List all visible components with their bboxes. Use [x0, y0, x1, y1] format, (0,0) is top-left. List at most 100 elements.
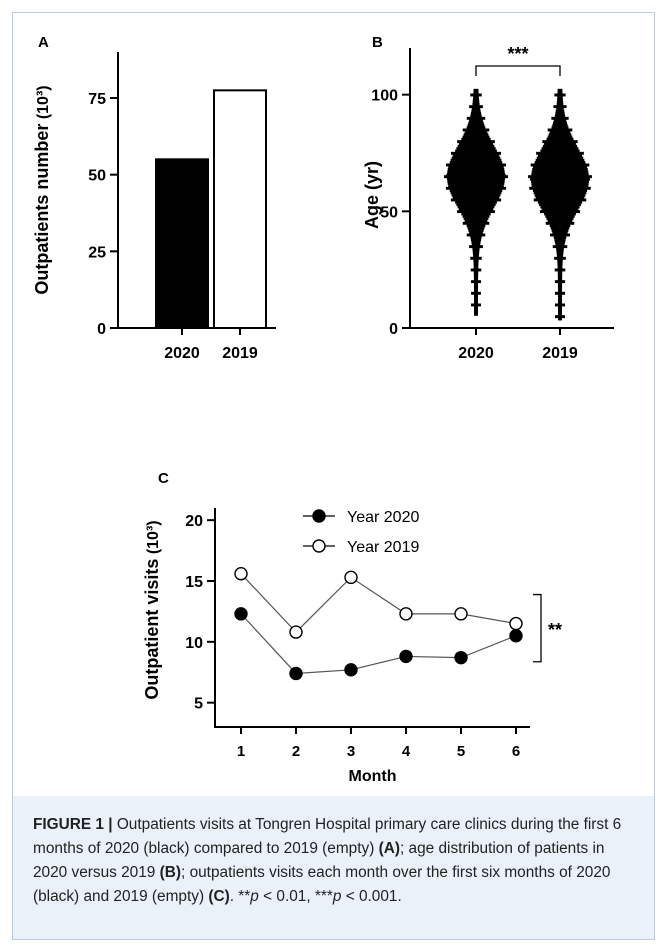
x-tick-label: 6: [512, 743, 520, 760]
age-dot-row: [536, 151, 584, 155]
data-point: [399, 607, 413, 621]
y-tick-label: 0: [389, 321, 398, 338]
age-dot-row: [557, 270, 563, 274]
caption-text: ; age distribution of patients in 2020 v…: [33, 840, 605, 881]
age-dot-row: [472, 249, 480, 253]
age-dot-row: [457, 140, 495, 144]
age-dot-row: [470, 112, 482, 116]
age-dot-row: [554, 268, 566, 272]
data-point: [234, 607, 248, 621]
x-tick-label: 2019: [222, 345, 258, 362]
data-point: [234, 567, 248, 581]
age-dot-row: [553, 235, 567, 239]
age-dot-row: [535, 196, 585, 200]
age-dot-row: [468, 228, 484, 232]
age-dot-row: [466, 116, 486, 120]
age-dot-row: [557, 310, 563, 314]
age-dot-row: [473, 289, 479, 293]
age-dot-row: [556, 100, 564, 104]
age-dot-row: [557, 266, 563, 270]
age-dot-row: [556, 102, 564, 106]
age-dot-row: [557, 284, 563, 288]
age-dot-row: [466, 126, 486, 130]
age-dot-row: [555, 242, 565, 246]
panel-label-a: A: [38, 34, 49, 51]
age-dot-row: [473, 273, 479, 277]
age-dot-row: [470, 238, 482, 242]
age-dot-row: [461, 212, 491, 216]
age-dot-row: [472, 100, 480, 104]
age-dot-row: [445, 163, 507, 167]
age-dot-row: [553, 121, 567, 125]
age-dot-row: [473, 308, 479, 312]
x-tick-label: 3: [347, 743, 355, 760]
age-dot-row: [472, 252, 480, 256]
age-dot-row: [452, 154, 500, 158]
panel-label-c: C: [158, 470, 169, 487]
age-dot-row: [549, 130, 571, 134]
age-dot-row: [467, 226, 485, 230]
age-dot-row: [469, 245, 483, 249]
age-dot-row: [554, 240, 566, 244]
age-dot-row: [548, 133, 572, 137]
age-dot-row: [455, 200, 497, 204]
age-dot-row: [470, 268, 482, 272]
age-dot-row: [469, 105, 483, 109]
data-point: [289, 625, 303, 639]
age-dot-row: [545, 221, 575, 225]
age-dot-row: [464, 219, 488, 223]
age-dot-row: [540, 149, 580, 153]
age-dot-row: [470, 235, 482, 239]
age-dot-row: [531, 179, 589, 183]
age-dot-row: [540, 205, 580, 209]
age-dot-row: [557, 305, 563, 309]
age-dot-row: [557, 95, 563, 99]
data-point: [344, 663, 358, 677]
age-dot-row: [551, 116, 569, 120]
caption-text: . **: [229, 888, 251, 905]
age-dot-row: [535, 158, 585, 162]
age-dot-row: [533, 198, 587, 202]
age-dot-row: [473, 287, 479, 291]
caption-text: ; outpatients visits each month over the…: [33, 864, 611, 905]
x-tick-label: 2: [292, 743, 300, 760]
y-tick-label: 0: [97, 321, 106, 338]
age-dot-row: [471, 107, 481, 111]
age-dot-row: [557, 273, 563, 277]
age-dot-row: [447, 172, 505, 176]
age-dot-row: [546, 137, 574, 141]
data-point: [399, 649, 413, 664]
age-dot-row: [451, 193, 501, 197]
age-dot-row: [541, 207, 579, 211]
age-dot-row: [473, 298, 479, 302]
panel-b: B 0 50 100 2020 2019 *** Age (yr): [362, 34, 614, 362]
significance-marker: **: [548, 620, 562, 640]
legend-marker: [312, 539, 326, 553]
legend-label-1: Year 2020: [347, 509, 419, 526]
age-dot-row: [557, 296, 563, 300]
age-dot-row: [473, 88, 479, 92]
data-point: [509, 616, 523, 631]
age-dot-row: [473, 312, 479, 316]
age-dot-row: [551, 228, 569, 232]
age-dot-row: [447, 182, 505, 186]
age-dot-row: [462, 214, 490, 218]
age-dot-row: [557, 88, 563, 92]
age-dot-row: [542, 144, 578, 148]
y-tick-label: 25: [88, 244, 106, 261]
y-axis-label-unit: (10³): [145, 520, 162, 558]
data-point: [344, 570, 358, 585]
age-dot-row: [534, 161, 586, 165]
y-axis-label-text: Outpatient visits: [142, 559, 162, 700]
age-dot-row: [468, 121, 484, 125]
age-dot-row: [553, 105, 567, 109]
age-dot-row: [456, 147, 496, 151]
x-tick-label: 2020: [164, 345, 200, 362]
age-dot-row: [545, 214, 575, 218]
age-dot-row: [450, 198, 502, 202]
panel-label-b: B: [372, 34, 383, 51]
significance-bracket: [533, 593, 542, 663]
age-dot-row: [448, 165, 504, 169]
age-dot-row: [471, 109, 481, 113]
